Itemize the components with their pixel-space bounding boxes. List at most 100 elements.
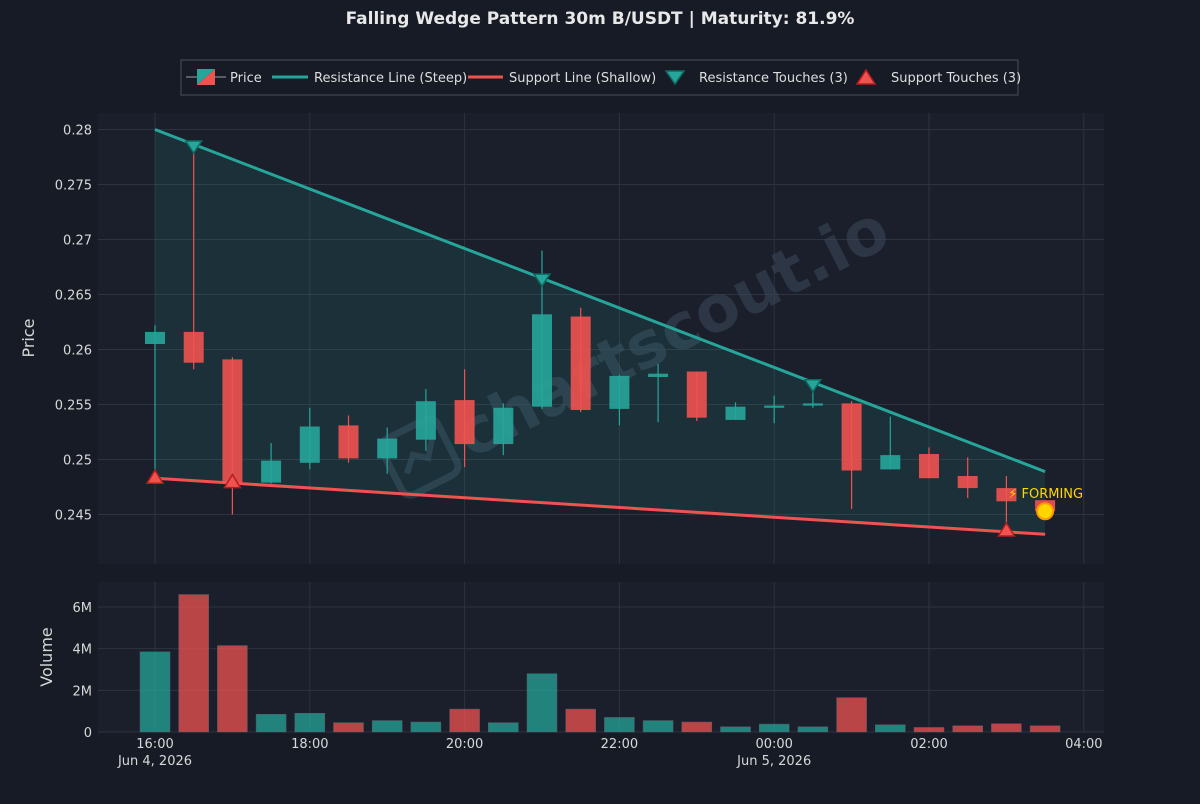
support-touch-marker bbox=[997, 521, 1016, 537]
volume-bar bbox=[410, 721, 442, 733]
volume-bar bbox=[991, 723, 1022, 733]
price-plot-area bbox=[98, 113, 1104, 564]
price-tick-label: 0.245 bbox=[55, 509, 92, 524]
candle-body bbox=[183, 331, 204, 363]
candle-body bbox=[919, 454, 939, 479]
time-tick-label: 22:00 bbox=[601, 737, 638, 752]
volume-bar bbox=[642, 720, 674, 733]
resistance-touch-marker bbox=[184, 140, 204, 155]
volume-bar bbox=[526, 673, 558, 733]
candle-body bbox=[957, 476, 978, 489]
candle-body bbox=[725, 406, 746, 420]
volume-bar bbox=[294, 713, 326, 733]
chart-title: Falling Wedge Pattern 30m B/USDT | Matur… bbox=[346, 9, 855, 29]
price-tick-label: 0.275 bbox=[55, 179, 92, 194]
candle-body bbox=[261, 460, 282, 483]
volume-y-axis: 0 2M 4M 6M bbox=[73, 601, 93, 741]
time-tick-label: 00:00 bbox=[755, 737, 792, 752]
candle-body bbox=[493, 407, 514, 445]
volume-bar bbox=[1029, 725, 1061, 733]
candle-body bbox=[648, 373, 669, 377]
candle-body bbox=[686, 371, 707, 418]
legend-label-support-line: Support Line (Shallow) bbox=[509, 71, 656, 86]
volume-bars bbox=[139, 594, 1061, 733]
candle-body bbox=[532, 314, 552, 407]
volume-tick-label: 0 bbox=[84, 726, 92, 741]
legend-item-support-line: Support Line (Shallow) bbox=[468, 71, 656, 86]
volume-bar bbox=[488, 722, 519, 733]
volume-bar bbox=[681, 721, 713, 733]
volume-bar bbox=[604, 717, 635, 733]
legend-label-support-touches: Support Touches (3) bbox=[891, 71, 1021, 86]
legend-label-resistance-line: Resistance Line (Steep) bbox=[314, 71, 467, 86]
time-tick-label: 04:00 bbox=[1065, 737, 1102, 752]
volume-tick-label: 4M bbox=[73, 643, 93, 658]
forming-label: ⚡ FORMING bbox=[1008, 487, 1083, 502]
price-tick-label: 0.27 bbox=[63, 234, 92, 249]
candle-body bbox=[880, 455, 901, 470]
resistance-line bbox=[154, 128, 1046, 474]
volume-bar bbox=[836, 697, 867, 733]
touch-markers: ⚡ FORMING bbox=[145, 140, 1083, 537]
time-x-axis: 16:00 Jun 4, 2026 18:00 20:00 22:00 00:00 Jun … bbox=[117, 737, 1103, 769]
watermark-logo-icon bbox=[377, 415, 462, 499]
legend-item-support-touches: Support Touches (3) bbox=[855, 68, 1021, 86]
resistance-touch-marker bbox=[532, 273, 552, 288]
candle-body bbox=[802, 403, 823, 406]
wedge-fill bbox=[155, 129, 1046, 535]
legend-label-price: Price bbox=[230, 71, 262, 86]
price-tick-label: 0.265 bbox=[55, 289, 92, 304]
legend-item-resistance-line: Resistance Line (Steep) bbox=[272, 71, 467, 86]
support-touch-marker bbox=[145, 468, 165, 484]
candle-body bbox=[996, 488, 1017, 502]
volume-bar bbox=[178, 594, 209, 733]
volume-plot-area bbox=[98, 582, 1104, 732]
volume-bar bbox=[565, 708, 596, 733]
candle-body bbox=[841, 403, 862, 471]
wedge-pattern bbox=[154, 128, 1046, 536]
volume-bar bbox=[255, 714, 287, 733]
price-tick-label: 0.255 bbox=[55, 399, 92, 414]
price-grid bbox=[98, 113, 1104, 564]
candle-body bbox=[609, 375, 630, 409]
volume-tick-label: 2M bbox=[73, 684, 93, 699]
forming-marker bbox=[1036, 502, 1055, 521]
candle-body bbox=[145, 331, 165, 344]
volume-bar bbox=[333, 722, 364, 733]
time-tick-label: 20:00 bbox=[446, 737, 483, 752]
volume-tick-label: 6M bbox=[73, 601, 93, 616]
time-tick-date: Jun 4, 2026 bbox=[117, 754, 192, 769]
legend-item-resistance-touches: Resistance Touches (3) bbox=[664, 70, 848, 86]
volume-axis-title: Volume bbox=[37, 627, 56, 687]
candle-body bbox=[764, 405, 785, 408]
price-tick-label: 0.28 bbox=[63, 124, 92, 139]
volume-bar bbox=[371, 720, 403, 733]
time-tick-label: 02:00 bbox=[910, 737, 947, 752]
time-tick-date: Jun 5, 2026 bbox=[736, 754, 811, 769]
legend: Price Resistance Line (Steep) Support Li… bbox=[180, 59, 1021, 96]
volume-bar bbox=[720, 726, 751, 733]
price-tick-label: 0.25 bbox=[63, 454, 92, 469]
time-tick-label: 18:00 bbox=[291, 737, 328, 752]
candle-body bbox=[377, 438, 398, 459]
price-tick-label: 0.26 bbox=[63, 344, 92, 359]
support-touch-marker bbox=[223, 473, 242, 489]
legend-item-price: Price bbox=[186, 69, 262, 86]
candlestick-series bbox=[145, 146, 1056, 534]
time-tick-label: 16:00 bbox=[136, 737, 173, 752]
watermark-trend-icon bbox=[403, 435, 436, 475]
volume-bar bbox=[952, 725, 983, 733]
volume-bar bbox=[913, 727, 945, 733]
volume-bar bbox=[217, 645, 248, 733]
volume-bar bbox=[758, 723, 790, 733]
candle-body bbox=[338, 425, 359, 459]
candle-body bbox=[299, 426, 320, 463]
volume-bar bbox=[449, 708, 480, 733]
price-y-axis: 0.245 0.25 0.255 0.26 0.265 0.27 0.275 0.28 bbox=[55, 124, 92, 524]
volume-bar bbox=[139, 651, 171, 733]
resistance-touch-marker bbox=[803, 378, 823, 394]
candle-body bbox=[415, 401, 436, 440]
volume-bar bbox=[875, 724, 906, 733]
candle-body bbox=[454, 400, 475, 445]
